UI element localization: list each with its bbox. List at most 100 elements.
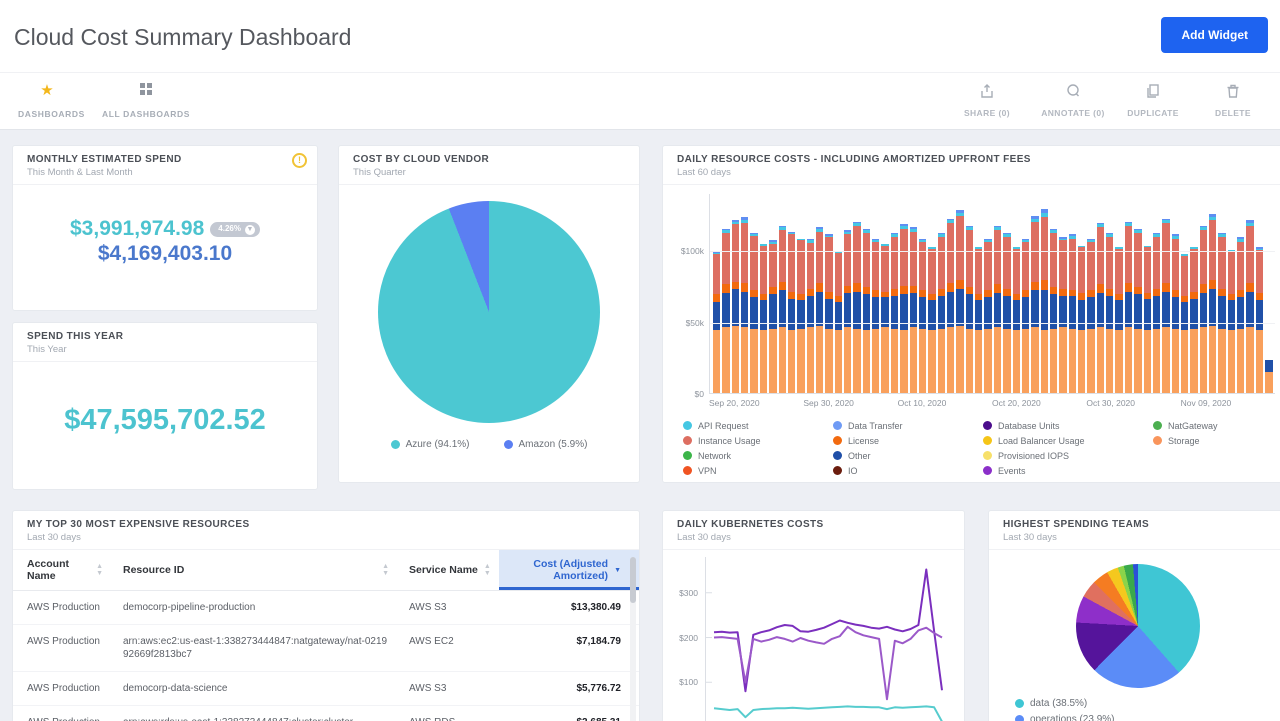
bar[interactable] — [1134, 228, 1142, 393]
bar[interactable] — [713, 251, 721, 393]
column-header-cost-sorted[interactable]: Cost (Adjusted Amortized) ▼ — [499, 550, 639, 590]
bar[interactable] — [769, 240, 777, 393]
bar[interactable] — [759, 244, 768, 393]
table-scrollbar[interactable] — [630, 557, 636, 721]
bar[interactable] — [890, 233, 899, 393]
bar[interactable] — [918, 238, 927, 393]
duplicate-button[interactable]: DUPLICATE — [1114, 83, 1192, 121]
bar[interactable] — [1106, 233, 1114, 393]
table-row[interactable]: AWS Productionarn:aws:rds:us-east-1:3382… — [13, 706, 639, 721]
bar[interactable] — [1199, 225, 1208, 393]
bar[interactable] — [900, 224, 908, 393]
tab-all-dashboards[interactable]: ALL DASHBOARDS — [96, 82, 196, 122]
legend-item[interactable]: Network — [683, 448, 833, 463]
warning-icon[interactable]: ! — [292, 153, 307, 168]
sort-icon[interactable]: ▲ ▼ — [96, 563, 103, 577]
table-row[interactable]: AWS Production democorp-data-science AWS S… — [13, 672, 639, 706]
sort-icon[interactable]: ▲ ▼ — [382, 563, 389, 577]
kubernetes-line-chart[interactable] — [706, 557, 950, 721]
annotate-button[interactable]: ANNOTATE (0) — [1034, 83, 1112, 121]
bar[interactable] — [946, 218, 955, 393]
bar[interactable] — [750, 233, 758, 393]
legend-item[interactable]: License — [833, 433, 983, 448]
bar[interactable] — [1049, 228, 1058, 393]
legend-item[interactable]: API Request — [683, 418, 833, 433]
bar[interactable] — [778, 225, 786, 393]
legend-item[interactable]: NatGateway — [1153, 418, 1280, 433]
bar[interactable] — [844, 230, 852, 393]
legend-item[interactable]: Load Balancer Usage — [983, 433, 1153, 448]
vendor-pie-chart[interactable] — [378, 201, 600, 423]
column-header-account-name[interactable]: Account Name ▲ ▼ — [27, 558, 103, 582]
bar[interactable] — [741, 217, 749, 393]
bar[interactable] — [1078, 245, 1086, 393]
add-widget-button[interactable]: Add Widget — [1161, 17, 1268, 53]
bar[interactable] — [984, 238, 992, 393]
bar[interactable] — [975, 247, 983, 393]
legend-item[interactable]: data (38.5%) — [1015, 698, 1280, 709]
bar[interactable] — [1255, 247, 1264, 393]
legend-item[interactable]: Amazon (5.9%) — [503, 439, 587, 450]
bar[interactable] — [965, 225, 974, 393]
bar[interactable] — [1096, 223, 1105, 393]
bar[interactable] — [1068, 234, 1077, 393]
legend-item[interactable]: IO — [833, 463, 983, 478]
bar[interactable] — [825, 234, 833, 393]
bar[interactable] — [1003, 233, 1011, 393]
table-row[interactable]: AWS Production democorp-pipeline-producti… — [13, 591, 639, 625]
bar[interactable] — [1115, 247, 1123, 393]
bar[interactable] — [872, 238, 880, 393]
bar[interactable] — [1190, 247, 1198, 393]
legend-item[interactable]: Other — [833, 448, 983, 463]
bar[interactable] — [1246, 220, 1254, 393]
bar[interactable] — [862, 228, 871, 393]
tab-dashboards[interactable]: ★ DASHBOARDS — [18, 82, 85, 119]
bar[interactable] — [993, 225, 1002, 393]
bar[interactable] — [1180, 254, 1189, 393]
legend-item[interactable]: Events — [983, 463, 1153, 478]
bar[interactable] — [928, 247, 936, 393]
bar[interactable] — [881, 244, 889, 393]
bar[interactable] — [1087, 238, 1095, 393]
share-button[interactable]: SHARE (0) — [948, 83, 1026, 121]
bar[interactable] — [834, 251, 843, 393]
bar[interactable] — [722, 228, 730, 393]
legend-item[interactable]: Storage — [1153, 433, 1280, 448]
bar[interactable] — [787, 231, 796, 393]
legend-item[interactable]: Database Units — [983, 418, 1153, 433]
legend-item[interactable]: operations (23.9%) — [1015, 714, 1280, 721]
legend-item[interactable]: Instance Usage — [683, 433, 833, 448]
bar[interactable] — [853, 221, 861, 393]
legend-item[interactable]: Provisioned IOPS — [983, 448, 1153, 463]
bar[interactable] — [806, 238, 814, 393]
stacked-bars[interactable] — [713, 193, 1273, 393]
bar[interactable] — [1012, 247, 1020, 393]
bar[interactable] — [1040, 208, 1048, 393]
bar[interactable] — [1265, 360, 1273, 393]
bar[interactable] — [1124, 221, 1133, 393]
bar[interactable] — [1143, 245, 1151, 393]
bar[interactable] — [1021, 238, 1030, 393]
bar[interactable] — [797, 238, 805, 393]
column-header-resource-id[interactable]: Resource ID ▲ ▼ — [123, 563, 389, 577]
legend-item[interactable]: VPN — [683, 463, 833, 478]
bar[interactable] — [909, 227, 917, 393]
teams-pie-chart[interactable] — [1076, 564, 1200, 688]
bar[interactable] — [1218, 233, 1226, 393]
bar[interactable] — [1059, 237, 1067, 393]
bar[interactable] — [1227, 250, 1236, 393]
bar[interactable] — [731, 220, 740, 393]
bar[interactable] — [937, 233, 945, 393]
bar[interactable] — [1171, 234, 1179, 393]
bar[interactable] — [1237, 237, 1245, 393]
delete-button[interactable]: DELETE — [1194, 83, 1272, 121]
sort-icon[interactable]: ▲ ▼ — [483, 563, 491, 577]
bar[interactable] — [1209, 214, 1217, 393]
column-header-service-name[interactable]: Service Name ▲ ▼ — [409, 563, 491, 577]
sort-desc-icon[interactable]: ▼ — [614, 566, 621, 574]
table-row[interactable]: AWS Production arn:aws:ec2:us-east-1:3382… — [13, 625, 639, 672]
bar[interactable] — [1162, 218, 1170, 393]
legend-item[interactable]: Data Transfer — [833, 418, 983, 433]
scrollbar-thumb[interactable] — [630, 557, 636, 603]
bar[interactable] — [956, 210, 964, 393]
